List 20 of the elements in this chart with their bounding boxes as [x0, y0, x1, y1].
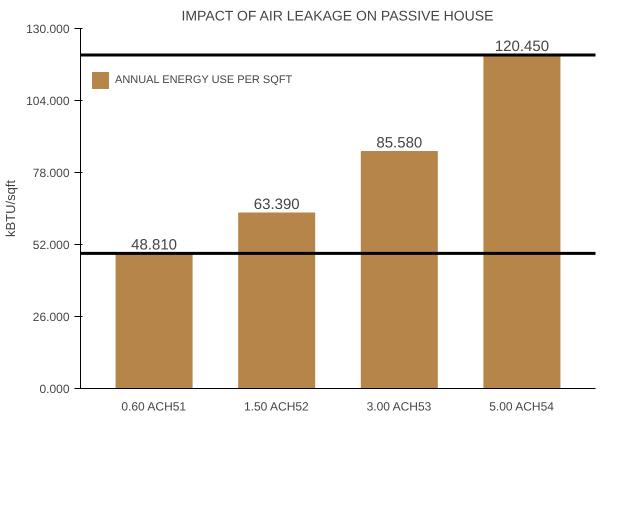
y-axis-title: kBTU/sqft: [3, 180, 18, 238]
y-tick-label: 0.000: [39, 382, 70, 396]
text: 48.810: [131, 236, 178, 254]
chart-title: IMPACT OF AIR LEAKAGE ON PASSIVE HOUSE: [182, 8, 494, 24]
y-tick-label: 26.000: [32, 310, 70, 324]
bar: [360, 151, 438, 388]
y-tick-label: 78.000: [32, 166, 70, 180]
text: 120.450: [494, 38, 550, 55]
legend-label: ANNUAL ENERGY USE PER SQFT: [115, 74, 292, 86]
y-tick-label: 130.000: [26, 22, 70, 36]
x-tick-label: 1.50 ACH52: [244, 400, 310, 414]
bar: [116, 252, 193, 388]
x-tick-label: 3.00 ACH53: [366, 400, 432, 414]
x-tick-label: 5.00 ACH54: [489, 400, 554, 414]
x-tick-label: 0.60 ACH51: [121, 400, 186, 414]
y-tick-label: 104.000: [26, 94, 70, 108]
bar: [238, 212, 316, 388]
text: 85.580: [376, 134, 422, 152]
y-tick-label: 52.000: [32, 238, 70, 252]
text: 63.390: [254, 196, 300, 213]
